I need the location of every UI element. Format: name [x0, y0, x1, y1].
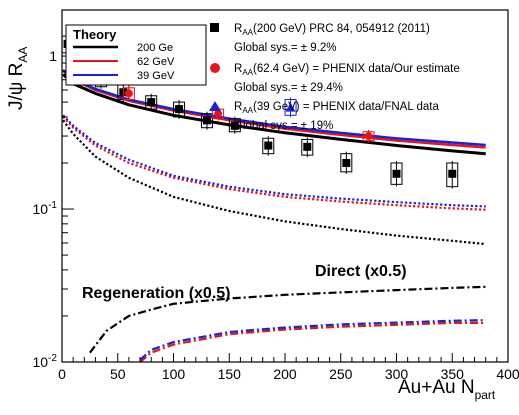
data-legend-marker-triangle: [209, 101, 221, 111]
x-tick-label: 0: [58, 366, 66, 382]
x-tick-label: 100: [162, 366, 186, 382]
axes-layer: 0 50 100 150 200 250 300 350 400 1 10-1 10-2: [33, 9, 519, 382]
direct-curve: [62, 116, 486, 211]
x-tick-label: 150: [218, 366, 242, 382]
data-legend-sys-200: Global sys.= ± 9.2%: [234, 42, 337, 54]
data-point: [214, 109, 223, 118]
data-point: [342, 158, 351, 167]
x-tick-label: 400: [496, 366, 519, 382]
data-point: [230, 121, 239, 130]
y-axis-label: J/ψ RAA: [6, 47, 30, 110]
x-axis-label-sub: part: [475, 388, 496, 402]
direct-curve: [62, 119, 486, 246]
data-point: [124, 89, 133, 98]
data-point: [264, 141, 273, 150]
theory-legend: Theory 200 Ge 62 GeV 39 GeV: [65, 24, 207, 86]
data-legend: RAA(200 GeV) PRC 84, 054912 (2011) Globa…: [209, 23, 460, 132]
x-tick-label: 200: [273, 366, 297, 382]
data-point: [448, 169, 457, 178]
data-legend-marker-square: [210, 23, 219, 32]
data-legend-entry-39: RAA(39 GeV) = PHENIX data/FNAL data: [234, 101, 439, 115]
x-tick-label: 50: [110, 366, 126, 382]
x-tick-label: 350: [441, 366, 465, 382]
data-point: [147, 98, 156, 107]
data-legend-entry-62: RAA(62.4 GeV) = PHENIX data/Our estimate: [234, 63, 460, 77]
data-point: [175, 105, 184, 114]
annotation-regeneration: Regeneration (x0.5): [82, 285, 230, 302]
data-legend-marker-circle: [210, 63, 220, 73]
regeneration-curve: [139, 321, 486, 362]
data-legend-sys-39: Global sys.= ± 19%: [234, 120, 333, 132]
regeneration-curve: [89, 285, 486, 354]
y-tick-label: 10-1: [33, 200, 58, 217]
theory-legend-title: Theory: [73, 27, 117, 42]
regeneration-curve: [139, 319, 486, 361]
annotation-direct: Direct (x0.5): [315, 263, 407, 280]
theory-legend-label-200: 200 Ge: [137, 42, 173, 54]
theory-legend-label-62: 62 GeV: [137, 56, 175, 68]
y-tick-label: 1: [49, 48, 57, 64]
x-axis-label-main: Au+Au N: [398, 377, 475, 398]
direct-curve: [62, 114, 486, 208]
y-axis-label-sub: AA: [16, 47, 30, 63]
theory-legend-label-39: 39 GeV: [137, 70, 175, 82]
data-point: [364, 132, 373, 141]
data-point: [392, 169, 401, 178]
data-point: [303, 142, 312, 151]
data-point: [202, 116, 211, 125]
y-axis-label-main: J/ψ R: [6, 63, 27, 110]
x-tick-label: 300: [385, 366, 409, 382]
data-point: [285, 102, 296, 112]
y-tick-label: 10-2: [33, 353, 58, 370]
data-legend-entry-200: RAA(200 GeV) PRC 84, 054912 (2011): [234, 23, 430, 37]
x-axis-label: Au+Au Npart: [398, 377, 496, 402]
x-tick-label: 250: [329, 366, 353, 382]
data-legend-sys-62: Global sys.= ± 29.4%: [234, 82, 343, 94]
